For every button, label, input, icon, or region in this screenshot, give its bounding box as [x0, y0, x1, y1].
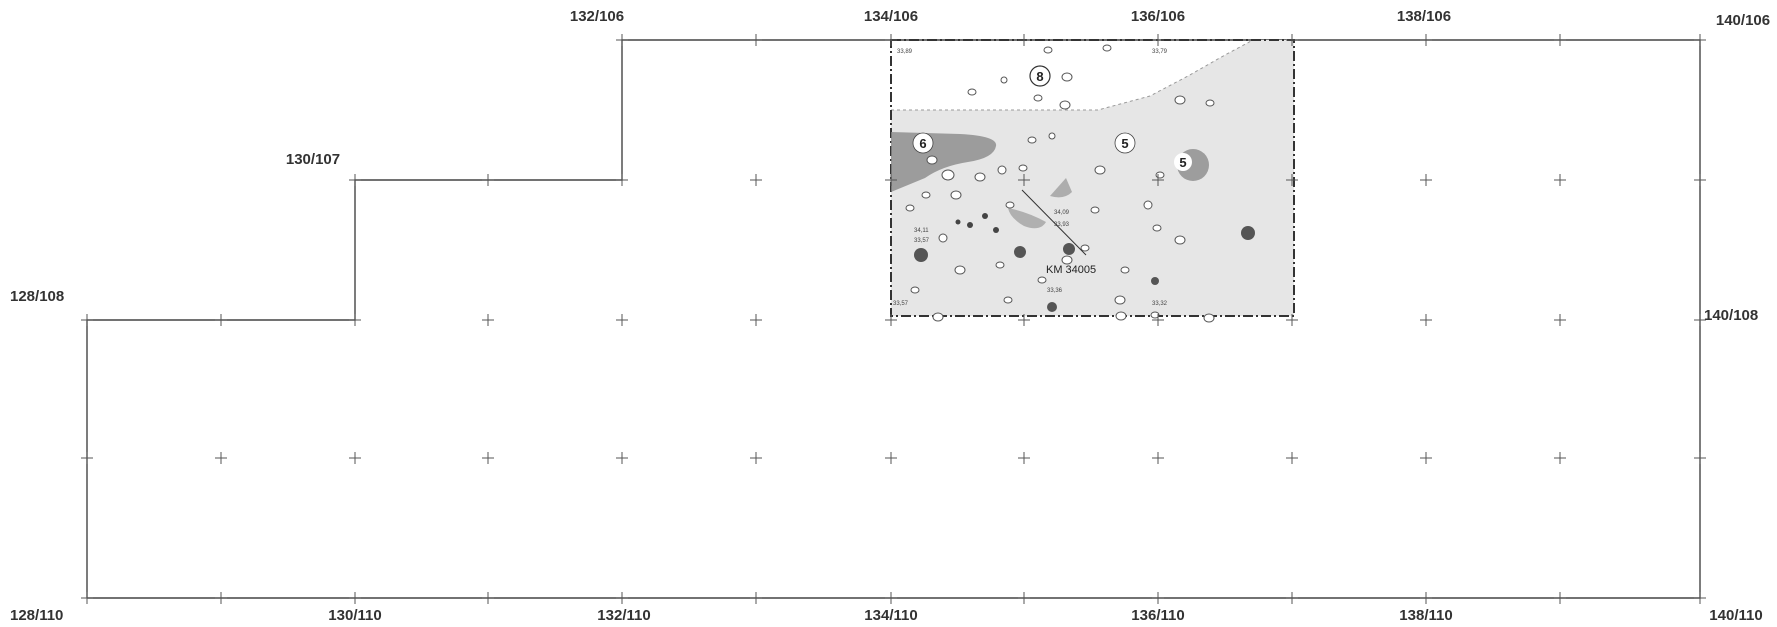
svg-text:5: 5: [1179, 155, 1186, 170]
label-132-110: 132/110: [597, 607, 650, 624]
excavated-area: [890, 39, 1295, 323]
elevation-reading: 33,57: [914, 238, 930, 244]
elevation-reading: 33,79: [1152, 49, 1168, 55]
elevation-reading: 34,11: [914, 228, 929, 234]
elevation-reading: 33,36: [1047, 288, 1063, 294]
label-140-110: 140/110: [1709, 607, 1762, 624]
label-134-106: 134/106: [864, 8, 918, 25]
grid-ticks: [81, 34, 1706, 604]
label-136-106: 136/106: [1131, 8, 1185, 25]
svg-text:5: 5: [1121, 136, 1128, 151]
label-136-110: 136/110: [1131, 607, 1184, 624]
feature-5-center: 5: [1114, 132, 1136, 154]
feature-markers: 8 6 5 5: [912, 65, 1192, 171]
label-134-110: 134/110: [864, 607, 917, 624]
label-130-110: 130/110: [328, 607, 381, 624]
find-label-km-34005: KM 34005: [1046, 264, 1096, 276]
find-leader-line: [1021, 189, 1087, 256]
label-128-108: 128/108: [10, 288, 64, 305]
svg-text:6: 6: [919, 136, 926, 151]
feature-5-east: 5: [1174, 153, 1192, 171]
elevation-reading: 34,09: [1054, 210, 1070, 216]
label-132-106: 132/106: [570, 8, 624, 25]
label-140-106: 140/106: [1716, 12, 1770, 29]
elevation-reading: 33,32: [1152, 301, 1168, 307]
feature-8: 8: [1029, 65, 1051, 87]
elevation-readings: 33,89 33,79 34,11 33,57 34,09 33,93 33,3…: [893, 49, 1168, 307]
grid-coordinate-labels: 132/106 134/106 136/106 138/106 140/106 …: [10, 8, 1770, 624]
label-130-107: 130/107: [286, 151, 340, 168]
label-128-110: 128/110: [10, 607, 63, 624]
elevation-reading: 33,57: [893, 301, 909, 307]
elevation-reading: 33,93: [1054, 222, 1070, 228]
label-140-108: 140/108: [1704, 307, 1758, 324]
feature-6: 6: [912, 132, 934, 154]
svg-text:8: 8: [1036, 69, 1043, 84]
label-138-110: 138/110: [1399, 607, 1452, 624]
label-138-106: 138/106: [1397, 8, 1451, 25]
elevation-reading: 33,89: [897, 49, 913, 55]
